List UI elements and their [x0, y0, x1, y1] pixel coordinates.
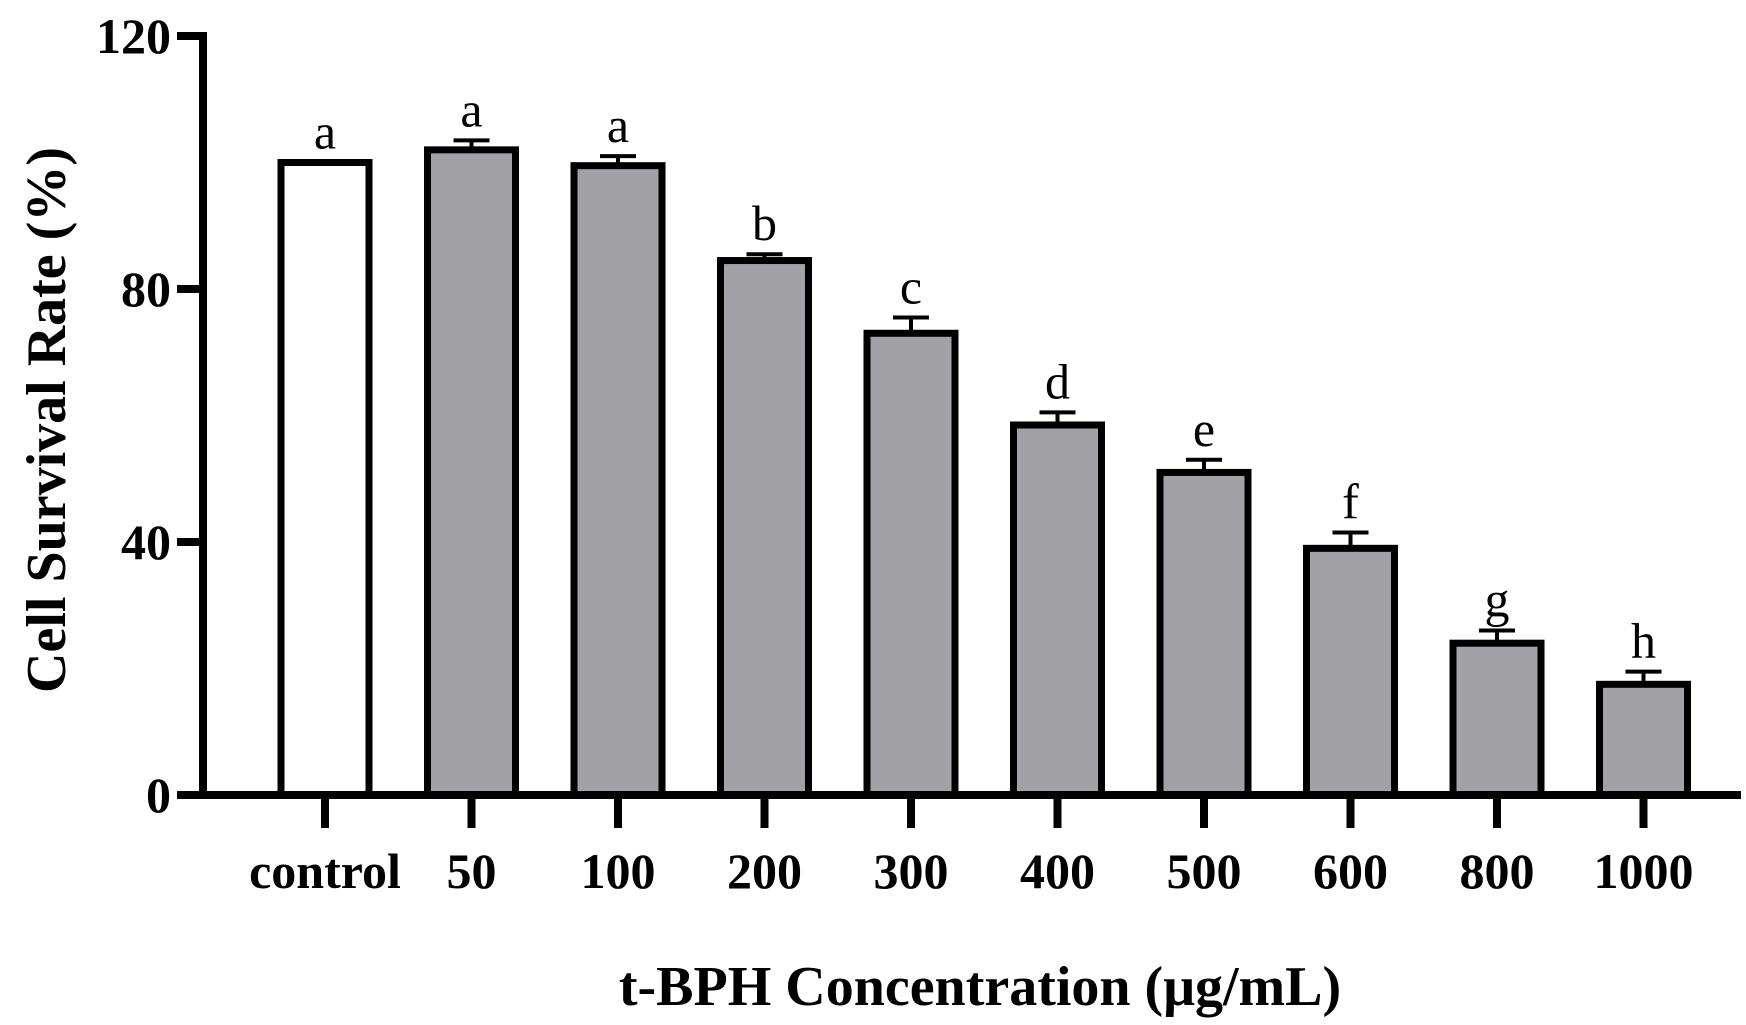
bar-200	[717, 257, 812, 799]
y-tick-label-120: 120	[96, 8, 171, 64]
y-tick-label-0: 0	[146, 767, 171, 823]
significance-label-100: a	[607, 97, 629, 153]
bar-600	[1303, 544, 1398, 799]
significance-label-800: g	[1485, 572, 1510, 628]
x-tick-label-400: 400	[1020, 843, 1095, 899]
x-tick-label-600: 600	[1313, 843, 1388, 899]
axes-layer	[177, 32, 1741, 828]
x-tick-label-100: 100	[581, 843, 656, 899]
x-tick-label-50: 50	[447, 843, 497, 899]
bar-300	[863, 329, 959, 799]
significance-label-200: b	[752, 195, 777, 251]
y-tick-label-40: 40	[121, 514, 171, 570]
x-tick-label-500: 500	[1167, 843, 1242, 899]
bar-control	[277, 159, 373, 799]
x-tick-label-control: control	[249, 843, 401, 899]
significance-label-1000: h	[1631, 613, 1656, 669]
labels-layer: acontrola50a100b200c300d400e500f600g800h…	[96, 8, 1694, 899]
bar-800	[1449, 639, 1545, 799]
x-tick-label-200: 200	[727, 843, 802, 899]
bar-500	[1156, 468, 1252, 799]
significance-label-400: d	[1045, 353, 1070, 409]
significance-label-500: e	[1193, 401, 1215, 457]
significance-label-600: f	[1342, 474, 1359, 530]
y-axis-title: Cell Survival Rate (%)	[16, 147, 78, 693]
x-axis-title: t-BPH Concentration (μg/mL)	[619, 956, 1341, 1018]
bars-layer	[277, 138, 1691, 799]
x-tick-label-1000: 1000	[1594, 843, 1694, 899]
significance-label-300: c	[900, 258, 922, 314]
x-tick-label-300: 300	[874, 843, 949, 899]
y-tick-label-80: 80	[121, 261, 171, 317]
significance-label-50: a	[460, 81, 482, 137]
x-tick-label-800: 800	[1460, 843, 1535, 899]
bar-1000	[1596, 680, 1691, 799]
bar-100	[570, 162, 666, 799]
bar-400	[1010, 421, 1105, 799]
significance-label-control: a	[314, 104, 336, 160]
bar-50	[424, 146, 519, 799]
